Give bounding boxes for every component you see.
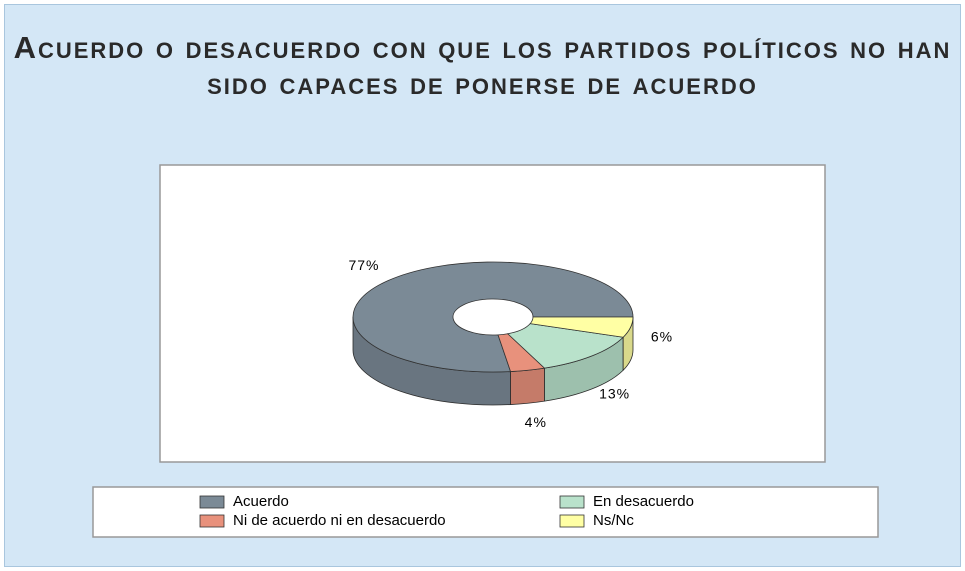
legend-swatch xyxy=(559,495,585,509)
slice xyxy=(497,333,546,372)
slice-side xyxy=(510,367,545,405)
slice xyxy=(529,316,634,338)
legend-label: Acuerdo xyxy=(233,493,289,510)
legend-label: Ni de acuerdo ni en desacuerdo xyxy=(233,512,446,529)
legend-swatch xyxy=(199,495,225,509)
chart-title: Acuerdo o desacuerdo con que los partido… xyxy=(13,30,952,101)
legend-label: Ns/Nc xyxy=(593,512,634,529)
data-label: 4% xyxy=(525,414,547,430)
slice xyxy=(506,323,625,369)
legend-swatch xyxy=(199,514,225,528)
slice xyxy=(352,261,634,373)
data-label: 6% xyxy=(651,328,673,344)
legend-box xyxy=(92,486,879,538)
legend-label: En desacuerdo xyxy=(593,493,694,510)
legend-swatch xyxy=(559,514,585,528)
plot-area xyxy=(159,164,826,463)
data-label: 13% xyxy=(599,385,630,401)
data-label: 77% xyxy=(348,257,379,273)
